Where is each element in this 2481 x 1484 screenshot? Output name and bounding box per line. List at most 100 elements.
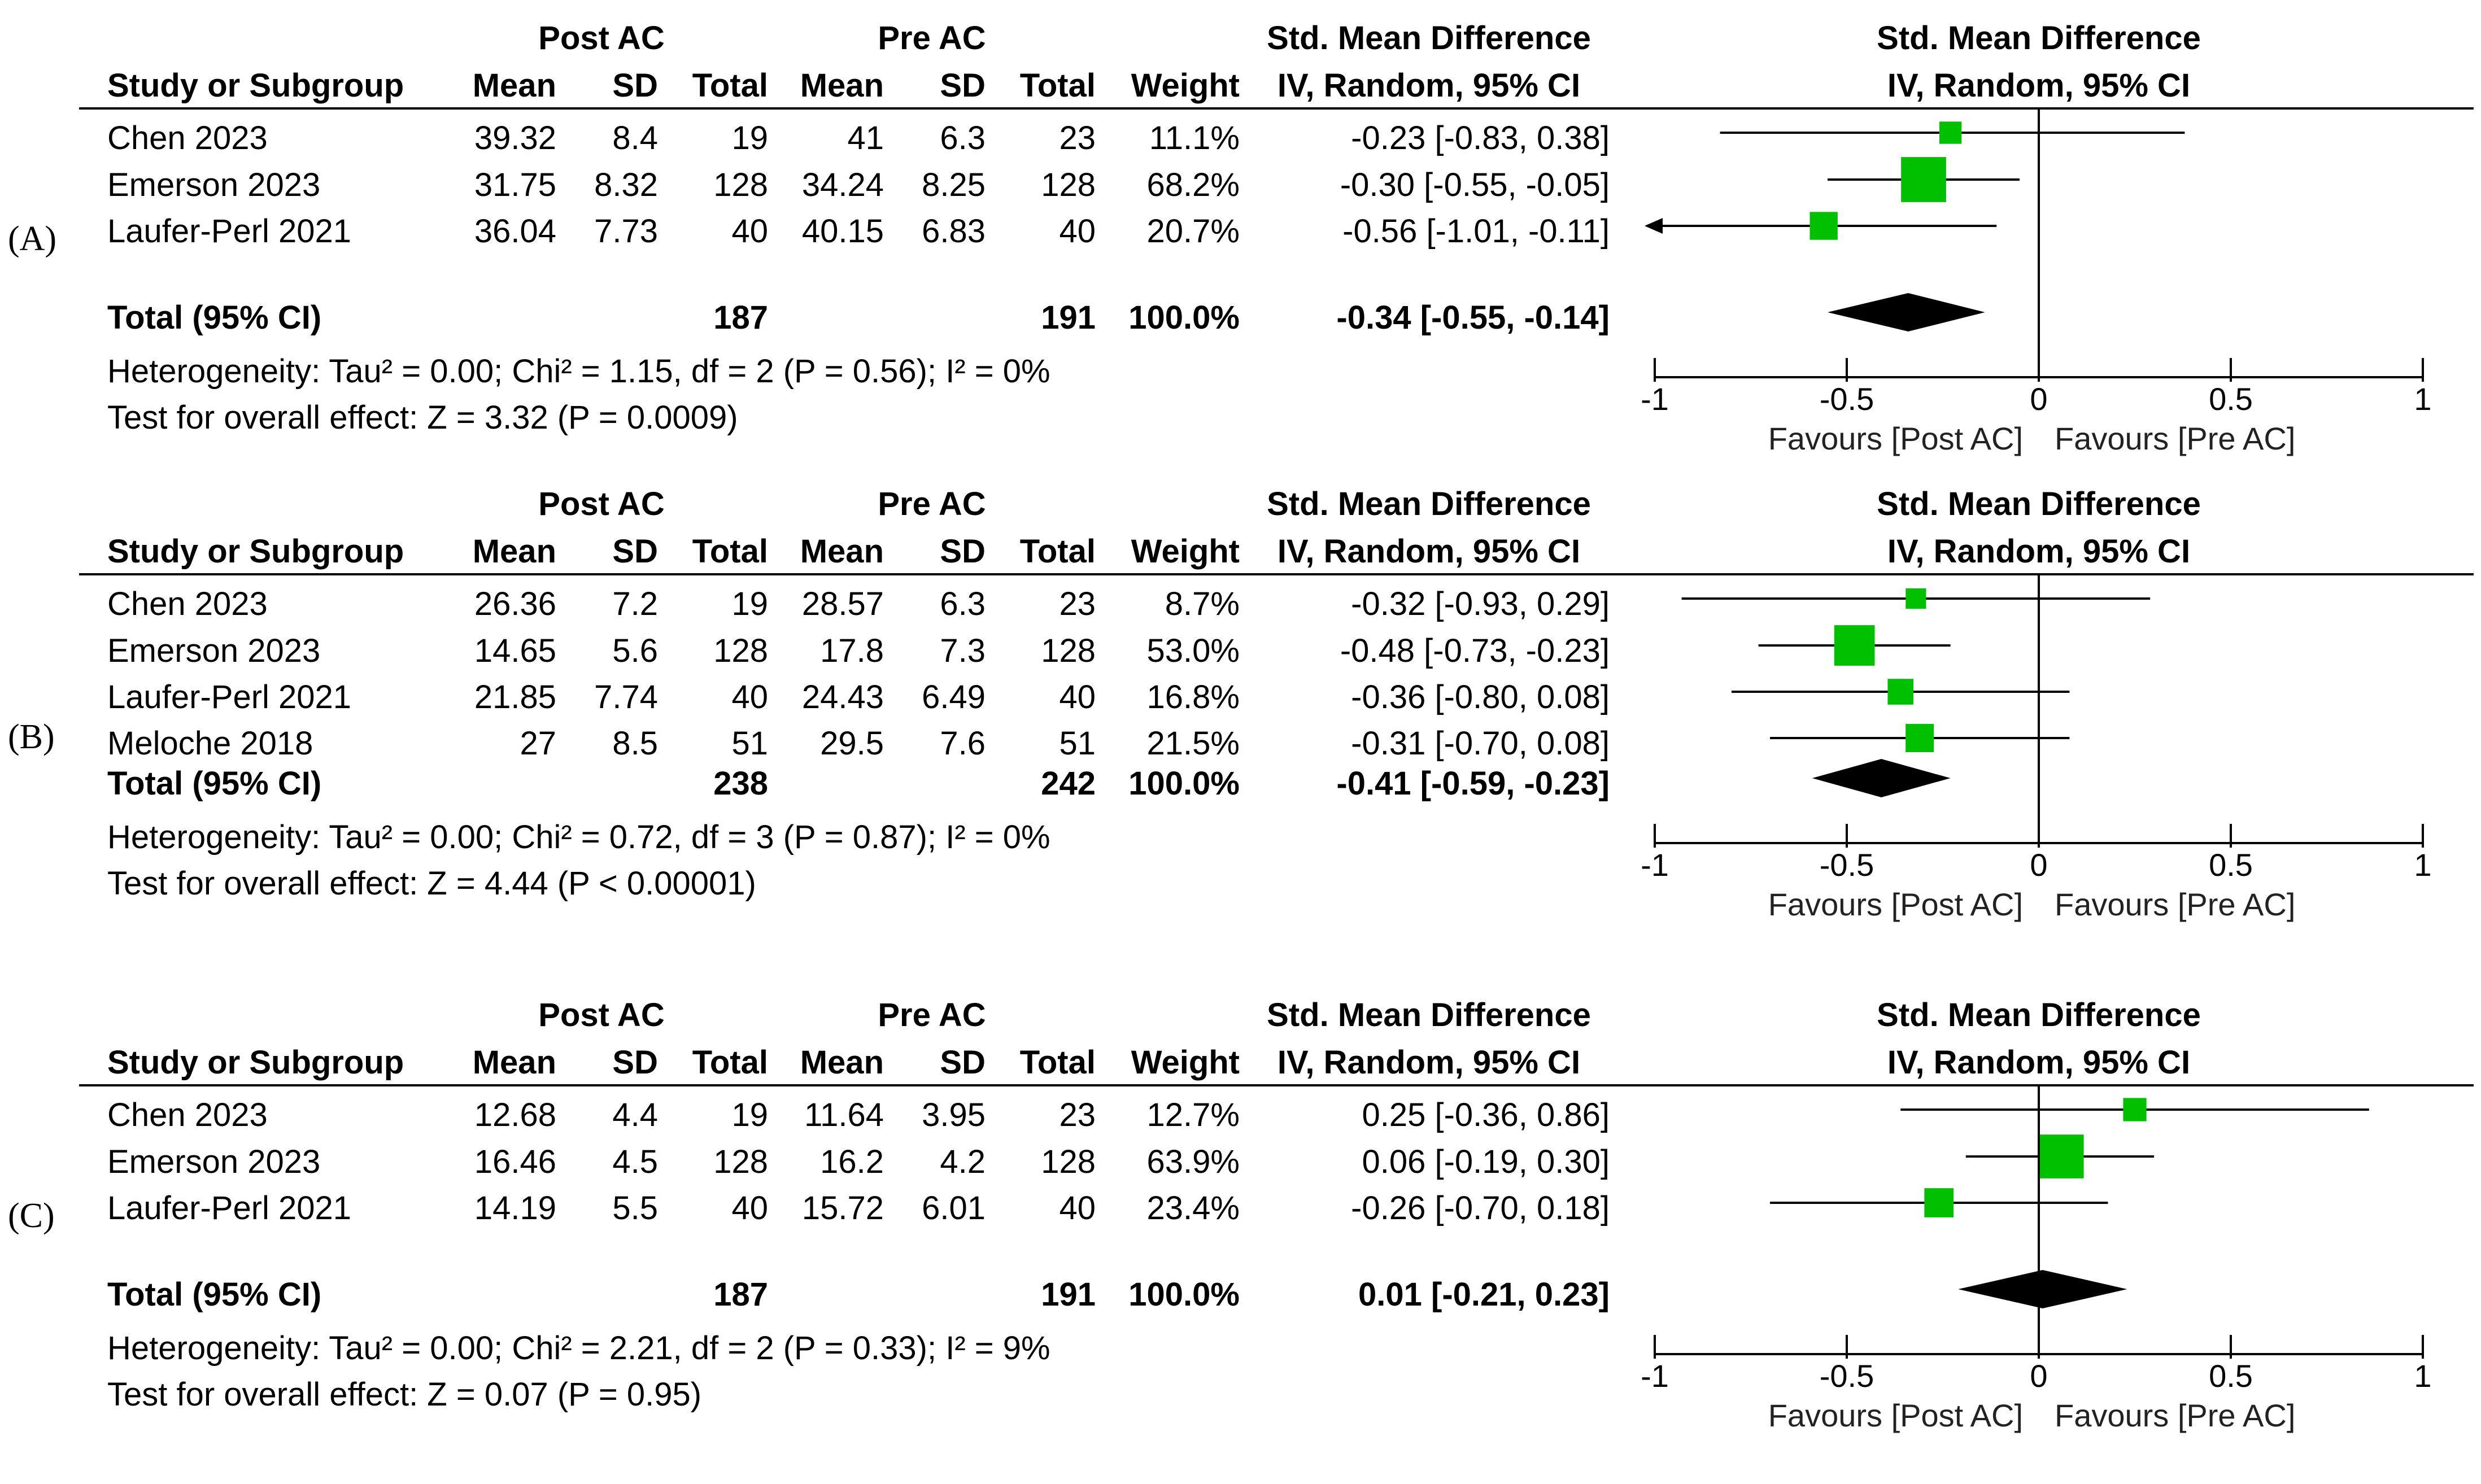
header-total-post: Total (692, 533, 768, 570)
total-weight: 100.0% (1128, 1276, 1240, 1313)
x-tick-label: 0 (2030, 847, 2047, 883)
study-weight: 20.7% (1146, 213, 1240, 250)
study-ci: -0.30 [-0.55, -0.05] (1340, 167, 1610, 203)
study-name: Laufer-Perl 2021 (107, 1190, 352, 1227)
header-study: Study or Subgroup (107, 533, 404, 570)
header-total-pre: Total (1019, 67, 1096, 104)
study-name: Emerson 2023 (107, 1143, 321, 1180)
total-pre-ac: 191 (1041, 1276, 1096, 1313)
post-ac-sd: 7.73 (594, 213, 658, 250)
total-pre-ac: 191 (1041, 299, 1096, 336)
study-ci: 0.06 [-0.19, 0.30] (1362, 1143, 1610, 1180)
total-ci: -0.41 [-0.59, -0.23] (1336, 765, 1610, 802)
x-tick-label: 0 (2030, 1358, 2047, 1394)
x-tick-label: 0.5 (2209, 1358, 2253, 1394)
favours-right-label: Favours [Pre AC] (2055, 887, 2295, 922)
study-weight: 21.5% (1146, 725, 1240, 762)
post-ac-total: 128 (713, 632, 768, 669)
pre-ac-total: 128 (1041, 1143, 1096, 1180)
study-weight: 11.1% (1149, 120, 1240, 156)
forest-panel: (A) Post AC Pre AC Std. Mean Difference Std.… (0, 0, 2481, 486)
x-tick-label: -1 (1641, 381, 1669, 417)
post-ac-sd: 8.4 (612, 120, 658, 156)
study-name: Emerson 2023 (107, 167, 321, 203)
header-sd-post: SD (612, 1044, 658, 1081)
forest-plot: -1 -0.5 0 0.5 1 Favours [Post AC] Favours [Pre… (1641, 574, 2432, 922)
post-ac-total: 40 (731, 1190, 768, 1227)
post-ac-total: 19 (731, 586, 768, 622)
pre-ac-mean: 41 (847, 120, 884, 156)
study-ci: 0.25 [-0.36, 0.86] (1362, 1097, 1610, 1133)
pre-ac-total: 23 (1059, 1097, 1096, 1133)
header-smd-method: IV, Random, 95% CI (1277, 1044, 1581, 1081)
study-weight: 63.9% (1146, 1143, 1240, 1180)
x-tick-label: 1 (2414, 381, 2431, 417)
post-ac-mean: 16.46 (474, 1143, 556, 1180)
pre-ac-total: 40 (1059, 213, 1096, 250)
header-rule (79, 107, 2474, 110)
pre-ac-sd: 7.3 (940, 632, 986, 669)
header-plot-title: Std. Mean Difference (1877, 997, 2201, 1033)
study-ci: -0.26 [-0.70, 0.18] (1351, 1190, 1610, 1227)
study-name: Chen 2023 (107, 586, 268, 622)
header-mean-post: Mean (472, 1044, 556, 1081)
total-pre-ac: 242 (1041, 765, 1096, 802)
post-ac-sd: 4.5 (612, 1143, 658, 1180)
total-label: Total (95% CI) (107, 299, 322, 336)
header-plot-method: IV, Random, 95% CI (1887, 1044, 2191, 1081)
pre-ac-total: 51 (1059, 725, 1096, 762)
post-ac-sd: 8.32 (594, 167, 658, 203)
study-name: Laufer-Perl 2021 (107, 213, 352, 250)
post-ac-mean: 12.68 (474, 1097, 556, 1133)
header-group-post-ac: Post AC (538, 997, 665, 1033)
header-total-pre: Total (1019, 533, 1096, 570)
study-name: Meloche 2018 (107, 725, 313, 762)
post-ac-sd: 7.2 (612, 586, 658, 622)
post-ac-mean: 26.36 (474, 586, 556, 622)
overall-effect-text: Test for overall effect: Z = 0.07 (P = 0… (107, 1376, 702, 1413)
study-name: Laufer-Perl 2021 (107, 679, 352, 715)
total-weight: 100.0% (1128, 299, 1240, 336)
study-weight: 16.8% (1146, 679, 1240, 715)
x-tick-label: 1 (2414, 847, 2431, 883)
header-plot-method: IV, Random, 95% CI (1887, 533, 2191, 570)
pre-ac-total: 128 (1041, 167, 1096, 203)
pre-ac-total: 23 (1059, 120, 1096, 156)
study-ci: -0.31 [-0.70, 0.08] (1351, 725, 1610, 762)
pre-ac-sd: 6.49 (922, 679, 986, 715)
post-ac-total: 51 (731, 725, 768, 762)
pre-ac-mean: 16.2 (820, 1143, 884, 1180)
study-marker (1906, 588, 1926, 609)
panel-label: (A) (8, 220, 57, 258)
pre-ac-sd: 6.3 (940, 120, 986, 156)
header-weight: Weight (1131, 533, 1240, 570)
study-weight: 53.0% (1146, 632, 1240, 669)
header-group-pre-ac: Pre AC (878, 997, 986, 1033)
header-mean-pre: Mean (800, 533, 884, 570)
favours-left-label: Favours [Post AC] (1768, 421, 2023, 456)
post-ac-mean: 27 (520, 725, 556, 762)
header-sd-post: SD (612, 67, 658, 104)
pre-ac-mean: 34.24 (801, 167, 884, 203)
study-marker (2040, 1134, 2084, 1179)
pre-ac-mean: 40.15 (801, 213, 884, 250)
pre-ac-total: 40 (1059, 1190, 1096, 1227)
x-tick-label: -0.5 (1820, 1358, 1874, 1394)
x-tick-label: -0.5 (1820, 381, 1874, 417)
header-study: Study or Subgroup (107, 67, 404, 104)
total-post-ac: 238 (713, 765, 768, 802)
x-tick-label: 0 (2030, 381, 2047, 417)
total-diamond (1812, 759, 1951, 797)
post-ac-total: 19 (731, 1097, 768, 1133)
study-marker (1924, 1188, 1954, 1217)
x-tick-label: 0.5 (2209, 847, 2253, 883)
favours-left-label: Favours [Post AC] (1768, 887, 2023, 922)
total-post-ac: 187 (713, 1276, 768, 1313)
header-mean-post: Mean (472, 533, 556, 570)
pre-ac-sd: 6.01 (922, 1190, 986, 1227)
pre-ac-sd: 3.95 (922, 1097, 986, 1133)
post-ac-mean: 36.04 (474, 213, 556, 250)
study-marker (1887, 679, 1914, 705)
forest-panel: (B) Post AC Pre AC Std. Mean Difference Std.… (0, 466, 2481, 951)
study-weight: 68.2% (1146, 167, 1240, 203)
